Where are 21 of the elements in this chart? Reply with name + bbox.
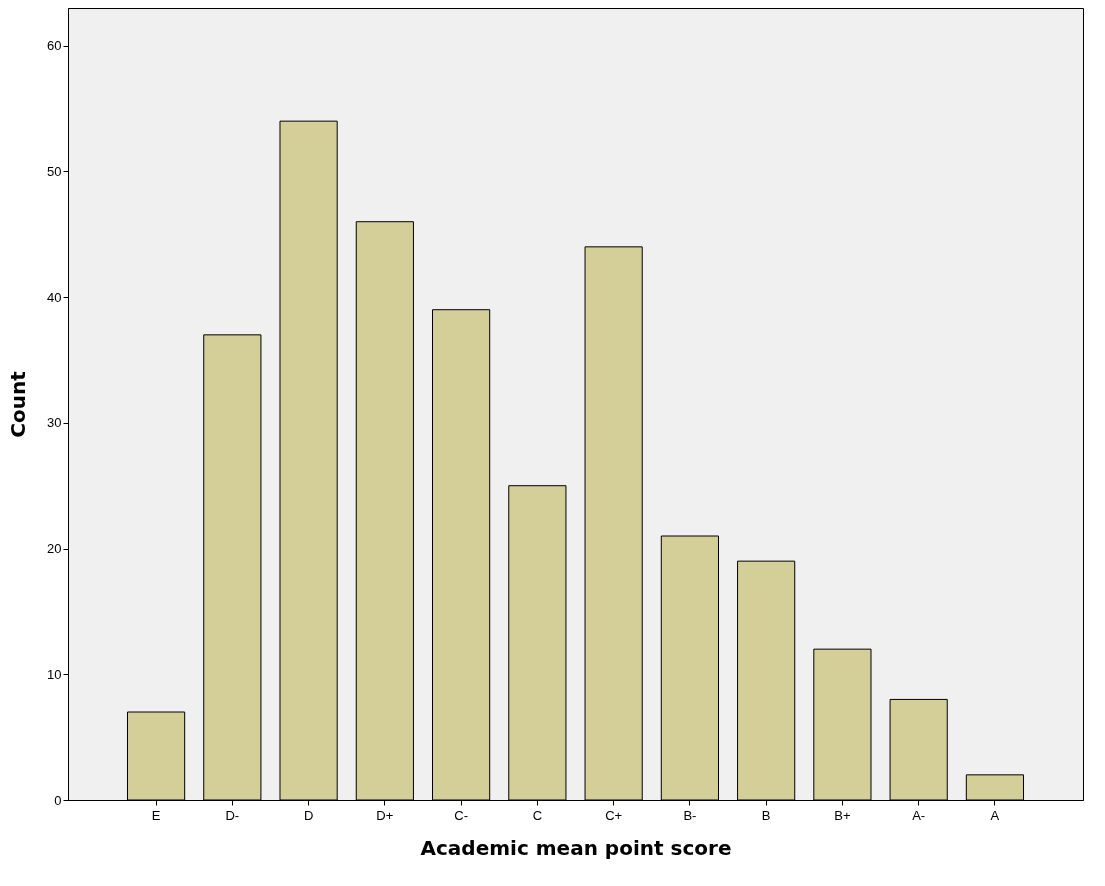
- x-axis-title: Academic mean point score: [420, 835, 732, 860]
- x-tick-label: B-: [683, 807, 697, 823]
- y-tick-label: 40: [47, 289, 62, 305]
- x-tick-label: D-: [225, 807, 240, 823]
- y-tick-label: 20: [47, 541, 62, 557]
- x-tick-label: C: [532, 807, 543, 823]
- y-tick-label: 60: [47, 38, 62, 54]
- x-tick-label: C+: [605, 807, 623, 823]
- y-tick-label: 30: [47, 415, 62, 431]
- y-tick-label: 10: [47, 666, 62, 682]
- x-tick-label: A: [990, 807, 1000, 823]
- x-tick-label: D: [303, 807, 314, 823]
- y-tick-label: 0: [54, 792, 62, 808]
- x-tick-label: C-: [454, 807, 468, 823]
- x-tick-label: A-: [912, 807, 926, 823]
- x-tick-label: E: [151, 807, 161, 823]
- x-tick-label: B+: [834, 807, 851, 823]
- y-axis-title: Count: [6, 370, 31, 438]
- x-tick-label: D+: [376, 807, 394, 823]
- y-tick-label: 50: [47, 163, 62, 179]
- x-tick-label: B: [761, 807, 771, 823]
